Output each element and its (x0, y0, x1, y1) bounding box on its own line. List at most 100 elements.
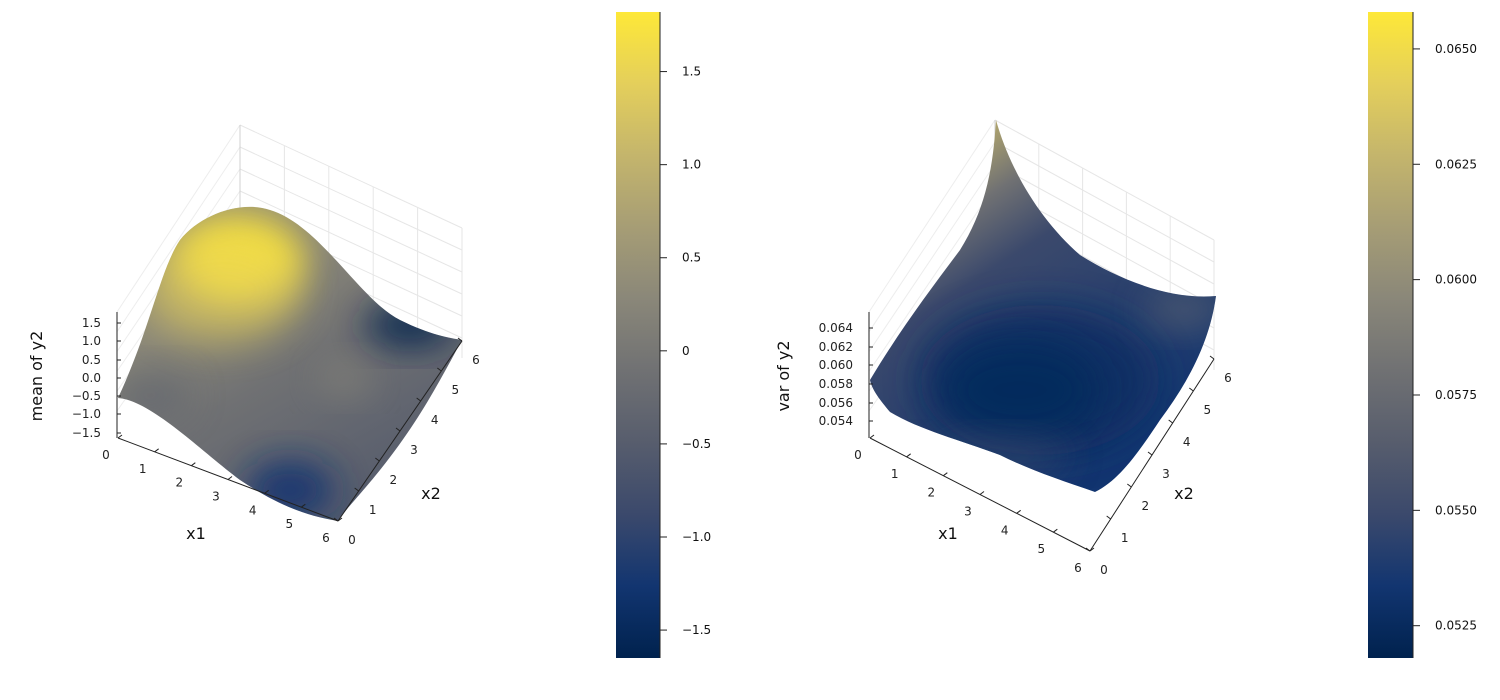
p0-y-tick-mark (354, 487, 359, 492)
p0-x-tick-label: 1 (139, 462, 147, 476)
p0-grid-hline (116, 146, 241, 333)
p1-y-tick-label: 2 (1142, 499, 1150, 513)
p0-z-tick-label: −0.5 (72, 389, 101, 403)
p0-z-tick-label: 0.0 (82, 371, 101, 385)
mean-panel: 0 1 2 3 4 5 6 0 1 2 3 4 5 6 −1.5 −1.0 −0.5 0.0 0.5 1.0 1.5 x… (27, 124, 480, 547)
p1-y-tick-mark (1106, 515, 1111, 520)
p0-y-tick-mark (375, 457, 380, 462)
p1-x-tick-mark (979, 491, 985, 495)
p1-grid-hline (994, 119, 1215, 241)
mean-y-axis-label: x2 (421, 484, 441, 503)
p1-z-tick-label: 0.062 (819, 340, 853, 354)
var-z-axis-label: var of y2 (774, 340, 793, 411)
p0-x-tick-label: 0 (102, 448, 110, 462)
cb1-tick-label: 0.0550 (1435, 503, 1477, 517)
cb1-tick-label: 0.0600 (1435, 273, 1477, 287)
p0-x-tick-mark (264, 489, 269, 494)
var-panel: 0 1 2 3 4 5 6 0 1 2 3 4 5 6 0.054 0.056 0.058 0.060 0.062 0… (774, 119, 1232, 577)
p1-x-tick-mark (943, 472, 948, 477)
p0-x-tick-mark (154, 448, 159, 453)
var-colorbar: 0.0650 0.0625 0.0600 0.0575 0.0550 0.0525 (1368, 12, 1477, 658)
p0-grid-hline (239, 124, 463, 229)
p0-z-tick-label: 1.5 (82, 316, 101, 330)
p1-x-tick-mark (1016, 509, 1021, 514)
p0-shade-blob (245, 460, 335, 520)
p0-x-tick-mark (301, 503, 306, 508)
p1-y-tick-label: 5 (1204, 403, 1212, 417)
p0-x-tick-mark (117, 434, 123, 439)
p0-shade-blob (365, 303, 455, 347)
p1-y-tick-label: 4 (1183, 435, 1191, 449)
p0-x-tick-label: 4 (249, 503, 257, 517)
p1-x-tick-label: 3 (964, 505, 972, 519)
p0-y-tick-mark (395, 427, 401, 432)
p1-x-tick-mark (1089, 547, 1095, 552)
p0-shade-blob (118, 370, 190, 420)
cb1-tick-label: 0.0525 (1435, 619, 1477, 633)
p0-x-tick-label: 6 (322, 531, 330, 545)
p0-y-tick-label: 6 (472, 353, 480, 367)
p1-z-tick-label: 0.054 (819, 414, 853, 428)
p0-y-tick-mark (457, 337, 463, 342)
p1-x-tick-label: 5 (1038, 542, 1046, 556)
p1-y-tick-mark (1127, 483, 1132, 488)
var-y-axis-label: x2 (1174, 484, 1194, 503)
var-colorbar-ticks: 0.0650 0.0625 0.0600 0.0575 0.0550 0.0525 (1412, 12, 1477, 658)
p0-y-tick-mark (333, 517, 339, 522)
mean-colorbar-ticks: 1.5 1.0 0.5 0 −0.5 −1.0 −1.5 (659, 12, 711, 658)
p1-grid-hline (868, 119, 996, 313)
p0-z-tick-label: 0.5 (82, 353, 101, 367)
p0-z-tick-label: −1.0 (72, 407, 101, 421)
cb0-tick-label: 0.5 (682, 251, 701, 265)
p1-grid-hline (868, 185, 996, 372)
var-tick-labels: 0 1 2 3 4 5 6 0 1 2 3 4 5 6 0.054 0.056 0.058 0.060 0.062 0… (819, 321, 1232, 577)
p1-y-tick-mark (1189, 387, 1194, 392)
cb0-tick-label: −1.0 (682, 530, 711, 544)
cb1-tick-label: 0.0625 (1435, 157, 1477, 171)
p0-y-tick-mark (437, 367, 442, 372)
cb0-tick-label: 1.0 (682, 158, 701, 172)
p1-y-tick-mark (1209, 355, 1215, 360)
p0-y-tick-label: 0 (348, 533, 356, 547)
cb1-tick-label: 0.0575 (1435, 388, 1477, 402)
cb0-tick-label: 0 (682, 344, 690, 358)
p1-z-tick-label: 0.060 (819, 358, 853, 372)
p0-grid-hline (239, 146, 463, 251)
p1-grid-hline (868, 141, 996, 333)
p0-y-tick-label: 5 (452, 383, 460, 397)
mean-z-axis-label: mean of y2 (27, 331, 46, 422)
p1-x-tick-mark (1053, 528, 1058, 533)
p0-x-tick-mark (337, 517, 343, 522)
p1-y-tick-label: 3 (1162, 467, 1170, 481)
p0-y-tick-label: 2 (390, 473, 398, 487)
p1-shade-blob (940, 340, 1100, 440)
mean-axes (116, 312, 463, 522)
var-x-axis-label: x1 (938, 524, 958, 543)
p1-x-tick-mark (906, 453, 911, 458)
p0-grid-hline (239, 168, 463, 273)
p1-shade-blob (930, 437, 1070, 473)
cb1-tick-label: 0.0650 (1435, 42, 1477, 56)
p1-z-tick-label: 0.058 (819, 377, 853, 391)
p1-x-tick-label: 4 (1001, 523, 1009, 537)
p1-x-tick-label: 2 (928, 486, 936, 500)
p1-y-tick-mark (1085, 547, 1091, 552)
p0-x-tick-mark (191, 462, 196, 467)
p1-x-tick-label: 6 (1074, 561, 1082, 575)
p1-grid-hline (868, 163, 996, 352)
p1-shade-blob (1145, 290, 1216, 330)
p1-x-tick-label: 1 (891, 467, 899, 481)
p1-y-tick-label: 0 (1100, 563, 1108, 577)
p0-x-tick-label: 2 (176, 476, 184, 490)
cb0-tick-label: 1.5 (682, 65, 701, 79)
p0-y-tick-label: 4 (431, 413, 439, 427)
p0-x-tick-label: 3 (212, 490, 220, 504)
p0-z-tick-label: −1.5 (72, 426, 101, 440)
p0-x-tick-mark (227, 476, 233, 480)
p0-shade-blob (317, 360, 373, 396)
p1-y-tick-mark (1168, 419, 1173, 424)
mean-x-axis-label: x1 (186, 524, 206, 543)
p1-x-tick-label: 0 (854, 448, 862, 462)
p0-y-tick-label: 3 (410, 443, 418, 457)
